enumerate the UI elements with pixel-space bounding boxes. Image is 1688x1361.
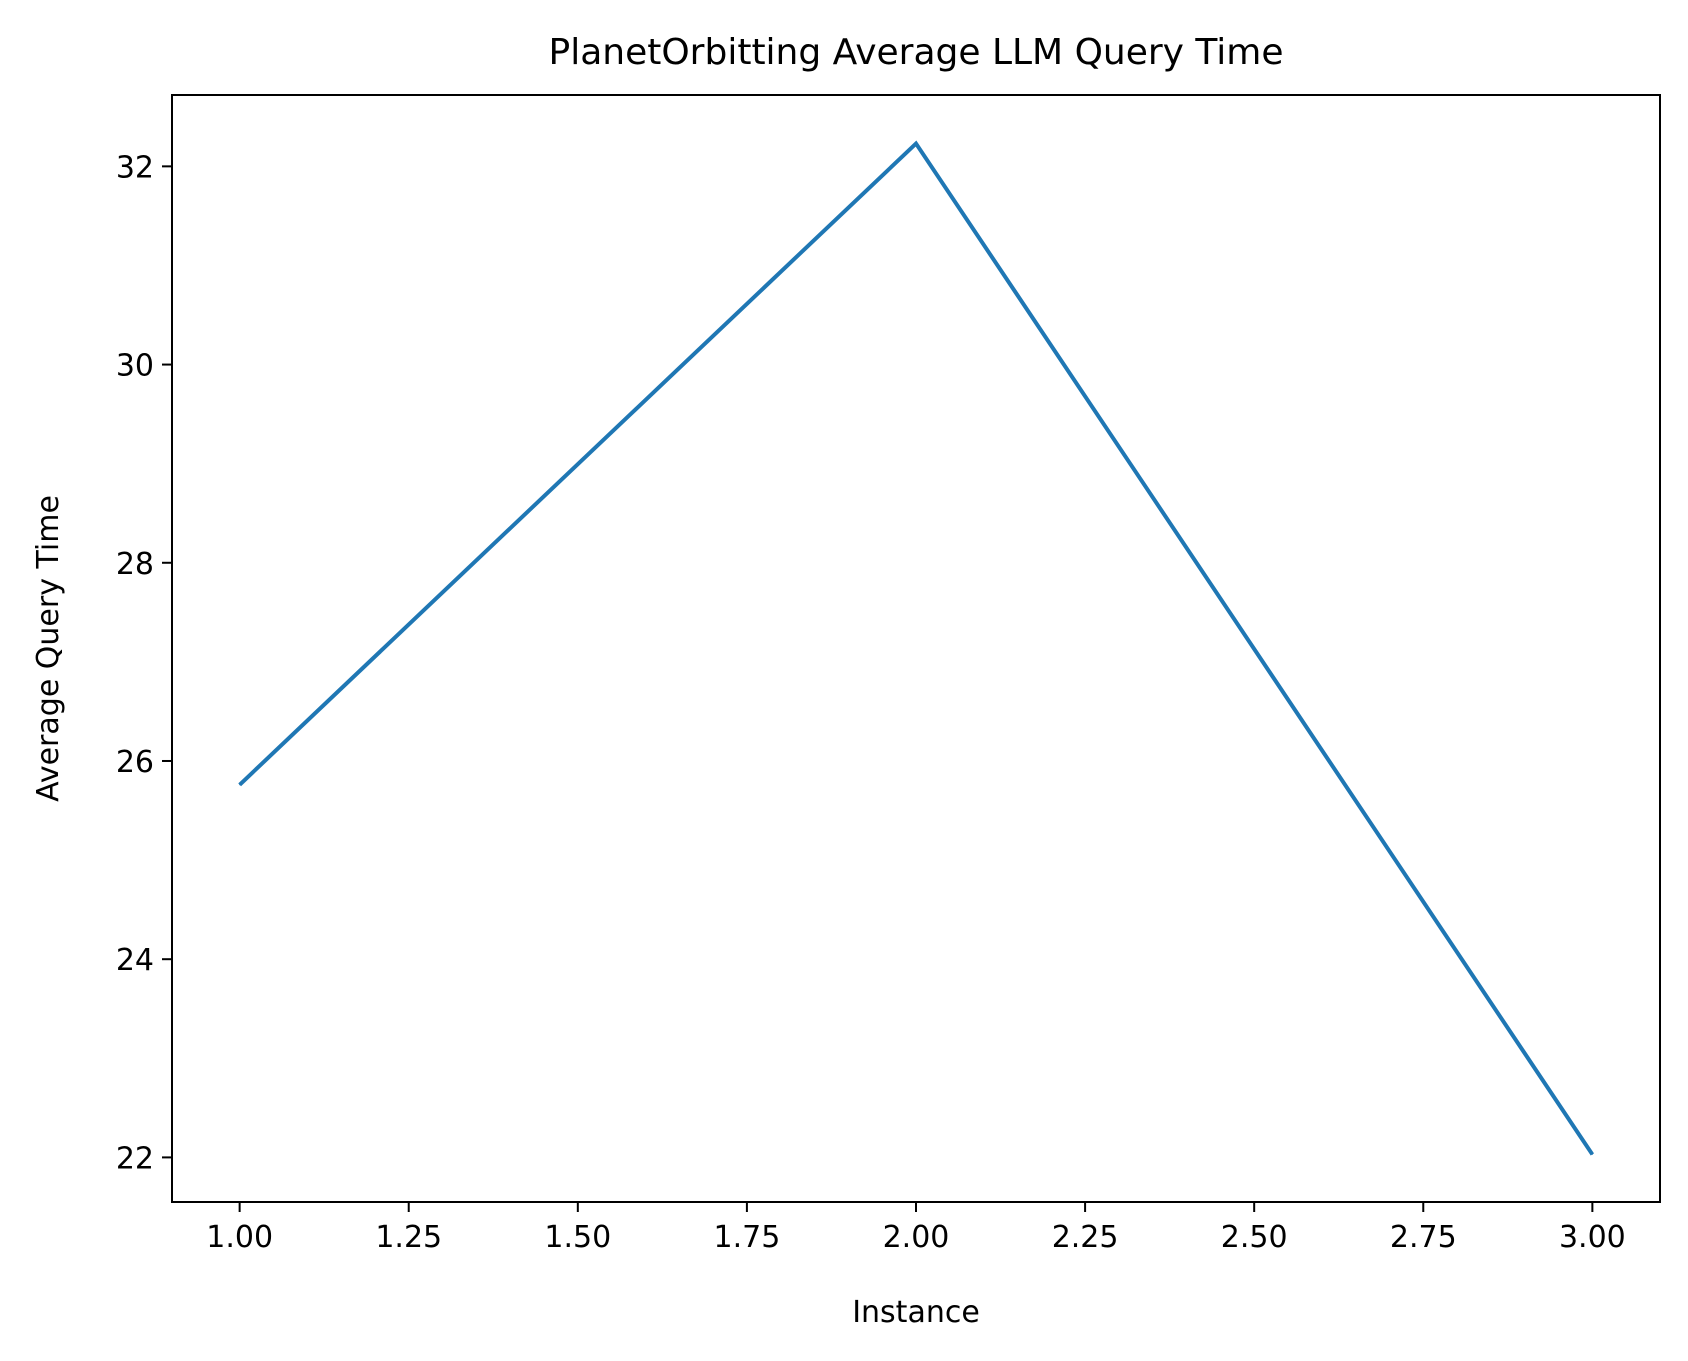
x-axis-ticks: 1.00 1.25 1.50 1.75 2.00 2.25 2.50 2.75 3.00 — [206, 1202, 1626, 1255]
x-tick-label: 1.75 — [714, 1220, 781, 1255]
x-tick-label: 2.50 — [1221, 1220, 1288, 1255]
chart-title: PlanetOrbitting Average LLM Query Time — [548, 32, 1283, 73]
x-tick-label: 1.25 — [375, 1220, 442, 1255]
plot-frame — [171, 94, 1661, 1203]
x-tick-label: 2.75 — [1390, 1220, 1457, 1255]
series-group — [238, 140, 1595, 1156]
y-axis-label: Average Query Time — [31, 495, 66, 802]
y-tick-label: 30 — [116, 349, 154, 384]
y-tick-label: 32 — [116, 150, 154, 185]
data-point — [239, 784, 241, 786]
x-tick-label: 1.50 — [544, 1220, 611, 1255]
y-tick-label: 28 — [116, 547, 154, 582]
x-tick-label: 1.00 — [206, 1220, 273, 1255]
y-tick-label: 26 — [116, 745, 154, 780]
x-tick-label: 2.25 — [1052, 1220, 1119, 1255]
x-tick-label: 2.00 — [883, 1220, 950, 1255]
y-tick-label: 22 — [116, 1141, 154, 1176]
data-point — [1591, 1153, 1593, 1155]
y-tick-label: 24 — [116, 943, 154, 978]
x-axis-label: Instance — [852, 1295, 980, 1330]
x-tick-label: 3.00 — [1559, 1220, 1626, 1255]
data-point — [915, 143, 917, 145]
y-axis-ticks: 22 24 26 28 30 32 — [116, 150, 172, 1176]
